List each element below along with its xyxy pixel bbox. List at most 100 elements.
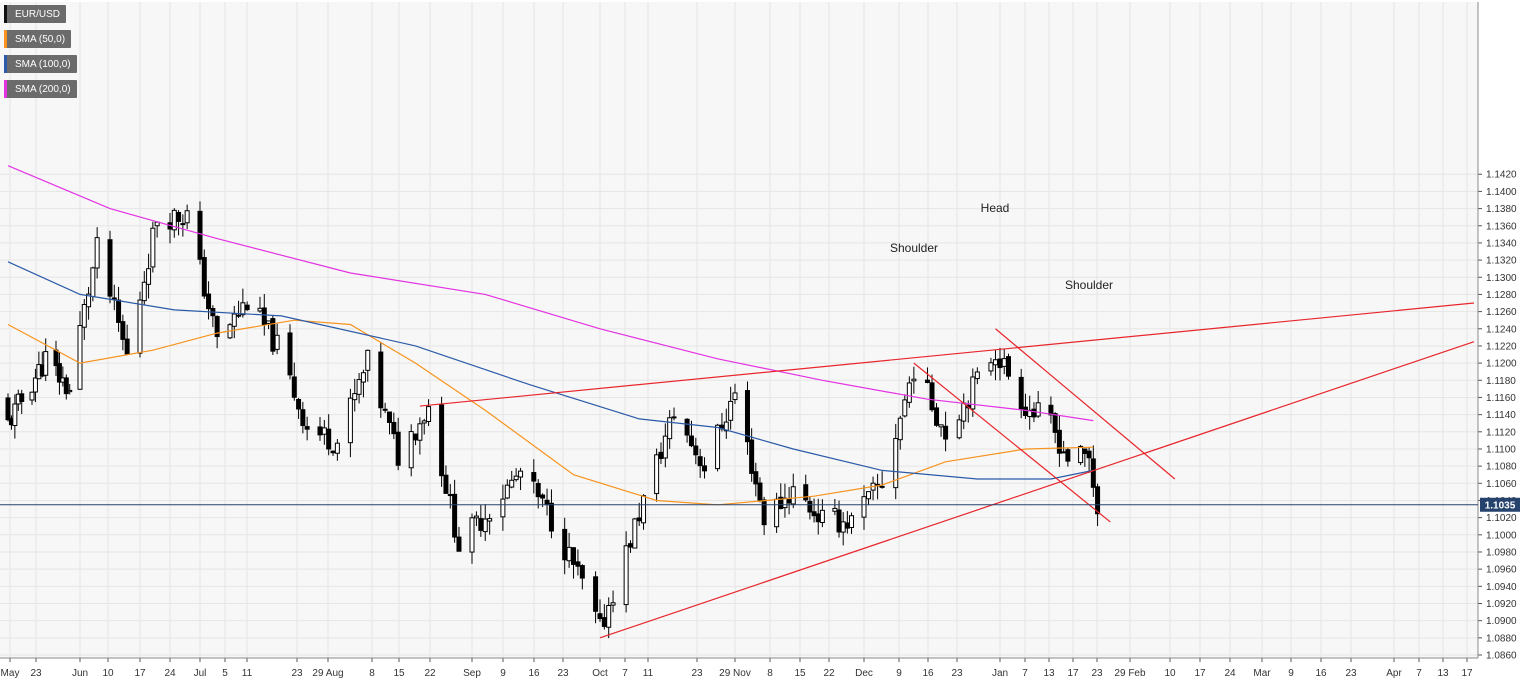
candle-down [214,316,220,338]
candle-down [811,511,817,517]
candle-down [943,425,949,440]
candle-down [176,211,182,222]
candle-up [426,406,432,422]
x-tick-label: 23 [691,668,703,679]
candle-down [395,431,401,466]
x-tick-label: 11 [242,668,253,679]
x-tick-label: 10 [1164,668,1176,679]
x-tick-label: 13 [1043,668,1055,679]
candle-up [90,267,96,297]
candle-down [636,517,642,522]
candle-up [938,424,944,428]
candle-up [111,297,117,300]
candle-up [347,397,353,444]
candle-down [571,547,577,565]
candle-down [456,536,462,552]
x-tick-label: 29 Nov [719,668,751,679]
sma100-line [7,261,1094,480]
symbol-swatch [4,5,7,23]
candle-up [43,351,49,376]
candle-up [32,377,38,393]
x-tick-label: 15 [393,668,405,679]
x-tick-label: 23 [1091,668,1103,679]
annotation-label: Shoulder [890,241,938,255]
candle-up [866,491,872,500]
y-tick-label: 1.0980 [1486,547,1517,558]
candle-up [893,438,899,489]
candle-up [902,399,908,417]
candle-down [478,518,484,531]
y-tick-label: 1.1400 [1486,187,1517,198]
x-tick-label: 29 Feb [1114,668,1146,679]
candle-down [757,482,763,501]
candle-up [12,403,18,427]
y-tick-label: 1.0880 [1486,633,1517,644]
x-tick-label: 17 [1461,668,1473,679]
candle-up [77,325,83,390]
y-tick-label: 1.1160 [1486,393,1516,404]
candle-up [667,417,673,440]
sma200-line [7,165,1094,422]
candle-down [749,439,755,474]
candle-up [840,521,846,533]
sma50-label: SMA (50,0) [15,33,66,45]
y-tick-label: 1.1360 [1486,221,1517,232]
candle-up [500,498,506,518]
candle-down [761,499,767,526]
y-tick-label: 1.0940 [1486,582,1517,593]
candle-up [632,518,638,549]
y-tick-label: 1.0900 [1486,616,1517,627]
candle-up [231,313,237,327]
y-tick-label: 1.1120 [1486,427,1516,438]
y-tick-label: 1.0960 [1486,565,1517,576]
x-tick-label: 9 [896,668,902,679]
candles [5,201,1101,639]
candle-down [1065,449,1071,462]
candle-up [257,307,263,312]
candle-up [662,435,668,459]
x-tick-label: 23 [291,668,303,679]
candle-up [473,515,479,519]
y-tick-label: 1.1140 [1486,410,1516,421]
candle-up [723,421,729,432]
candle-down [786,498,792,504]
candle-down [300,409,306,427]
candle-up [623,545,629,606]
candle-down [180,223,186,226]
candle-down [391,421,397,435]
x-tick-label: Sep [463,668,481,679]
y-tick-label: 1.1320 [1486,256,1517,267]
candle-up [236,314,242,317]
candle-up [1078,445,1084,464]
candle-up [956,419,962,439]
x-tick-label: 9 [500,668,506,679]
legend: EUR/USD SMA (50,0) SMA (100,0) SMA (200,… [4,5,77,105]
candle-up [715,424,721,470]
y-tick-label: 1.1340 [1486,238,1517,249]
x-tick-label: 7 [1416,668,1422,679]
x-tick-label: 17 [1194,668,1206,679]
candle-up [897,417,903,441]
candle-down [934,407,940,426]
candle-down [744,390,750,443]
candle-down [540,494,546,499]
candle-down [1031,408,1037,418]
x-tick-label: Mar [1253,668,1271,679]
candle-down [844,522,850,529]
candle-down [120,321,126,340]
candle-down [658,451,664,459]
candle-up [504,484,510,499]
candle-down [304,426,310,430]
candle-down [1082,448,1088,454]
x-tick-label: 24 [1224,668,1236,679]
x-tick-label: Jan [992,668,1008,679]
y-tick-label: 1.1100 [1486,444,1516,455]
candle-down [1090,458,1096,488]
legend-sma100: SMA (100,0) [4,55,77,73]
y-tick-label: 1.1020 [1486,513,1517,524]
candle-up [356,379,362,395]
candle-up [321,427,327,435]
candle-down [671,416,677,419]
candle-up [352,393,358,401]
annotation-label: Shoulder [1065,278,1113,292]
